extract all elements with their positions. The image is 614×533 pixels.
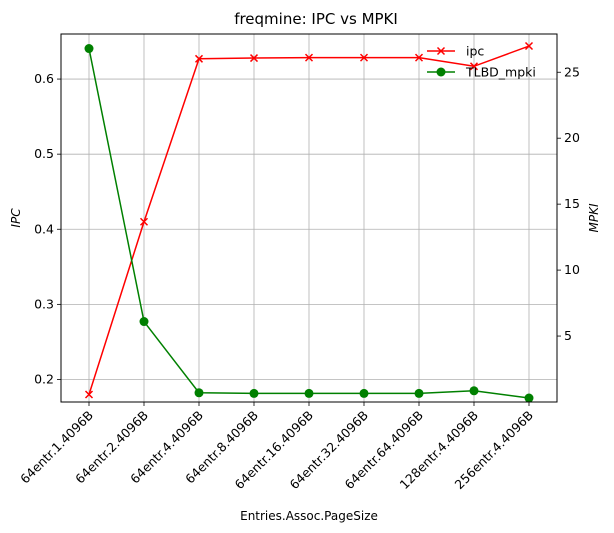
data-point-ipc: [249, 54, 259, 63]
data-point-tlbd-mpki: [84, 44, 94, 54]
y-right-tick-label: 10: [564, 262, 580, 277]
legend: ipc TLBD_mpki: [427, 44, 536, 80]
data-point-ipc: [524, 41, 534, 51]
data-point-tlbd-mpki: [304, 388, 314, 398]
data-point-tlbd-mpki: [139, 317, 149, 327]
y-left-tick-label: 0.5: [34, 146, 54, 161]
data-point-tlbd-mpki: [469, 386, 479, 396]
data-point-tlbd-mpki: [249, 388, 259, 398]
y-right-tick-label: 5: [564, 328, 572, 343]
legend-entry-tlbd-mpki: TLBD_mpki: [427, 65, 536, 80]
data-point-tlbd-mpki: [414, 388, 424, 398]
legend-marker-tlbd-mpki: [436, 67, 446, 77]
legend-label-tlbd-mpki: TLBD_mpki: [465, 65, 536, 80]
y-axis-right-label: MPKI: [587, 203, 601, 232]
data-point-ipc: [469, 62, 479, 71]
series-layer: [84, 41, 534, 403]
data-point-ipc: [304, 53, 314, 62]
y-right-tick-label: 25: [564, 64, 580, 79]
data-point-tlbd-mpki: [524, 393, 534, 403]
legend-entry-ipc: ipc: [427, 44, 484, 59]
data-point-ipc: [359, 53, 369, 62]
legend-marker-ipc: [436, 46, 446, 56]
y-left-tick-label: 0.2: [34, 371, 54, 386]
y-axis-left-label: IPC: [9, 208, 23, 228]
data-point-tlbd-mpki: [359, 388, 369, 398]
legend-label-ipc: ipc: [466, 44, 484, 59]
y-left-tick-label: 0.4: [34, 221, 54, 236]
data-point-tlbd-mpki: [194, 388, 204, 398]
data-point-ipc: [194, 54, 204, 63]
y-right-tick-label: 20: [564, 130, 580, 145]
x-axis-label: Entries.Assoc.PageSize: [240, 509, 378, 523]
data-point-ipc: [84, 390, 94, 399]
data-point-ipc: [414, 53, 424, 62]
y-left-tick-label: 0.6: [34, 71, 54, 86]
y-left-tick-label: 0.3: [34, 296, 54, 311]
y-right-tick-label: 15: [564, 196, 580, 211]
grid-lines: [61, 34, 557, 402]
data-point-ipc: [139, 217, 149, 226]
chart-title: freqmine: IPC vs MPKI: [234, 10, 398, 28]
